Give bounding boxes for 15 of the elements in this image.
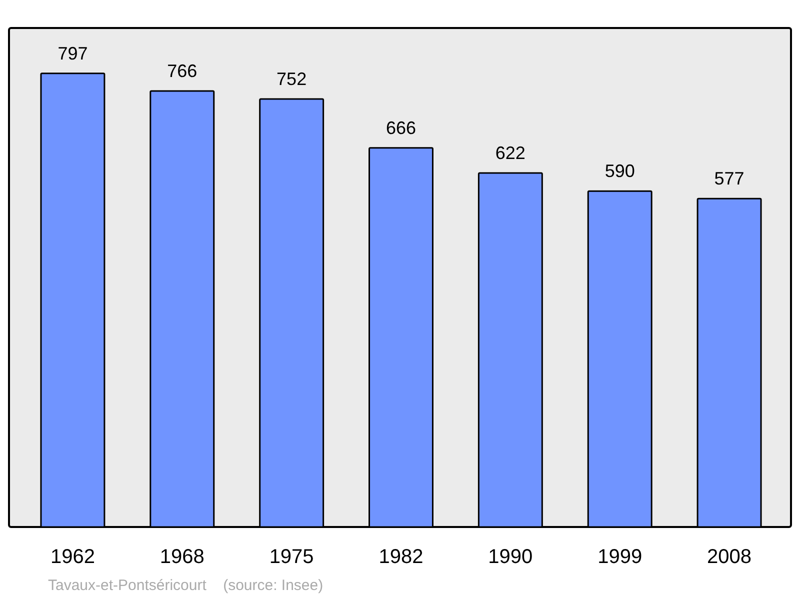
text: Tavaux-et-Pontséricourt (source: Insee) [48, 577, 324, 594]
x-tick-label: 1990 [488, 546, 533, 568]
x-tick-label: 1982 [378, 546, 424, 568]
data-label: 752 [276, 68, 307, 89]
data-label: 797 [58, 43, 88, 64]
x-tick-label: 1962 [50, 546, 95, 568]
x-tick-label: 2008 [707, 546, 752, 568]
x-tick-label: 1968 [160, 546, 204, 568]
data-label: 766 [167, 61, 198, 82]
data-label: 622 [495, 142, 526, 163]
x-tick-label: 1975 [269, 546, 314, 568]
data-label: 666 [386, 118, 416, 138]
data-label: 577 [714, 168, 744, 189]
data-label: 590 [604, 161, 635, 182]
x-tick-label: 1999 [598, 546, 642, 568]
